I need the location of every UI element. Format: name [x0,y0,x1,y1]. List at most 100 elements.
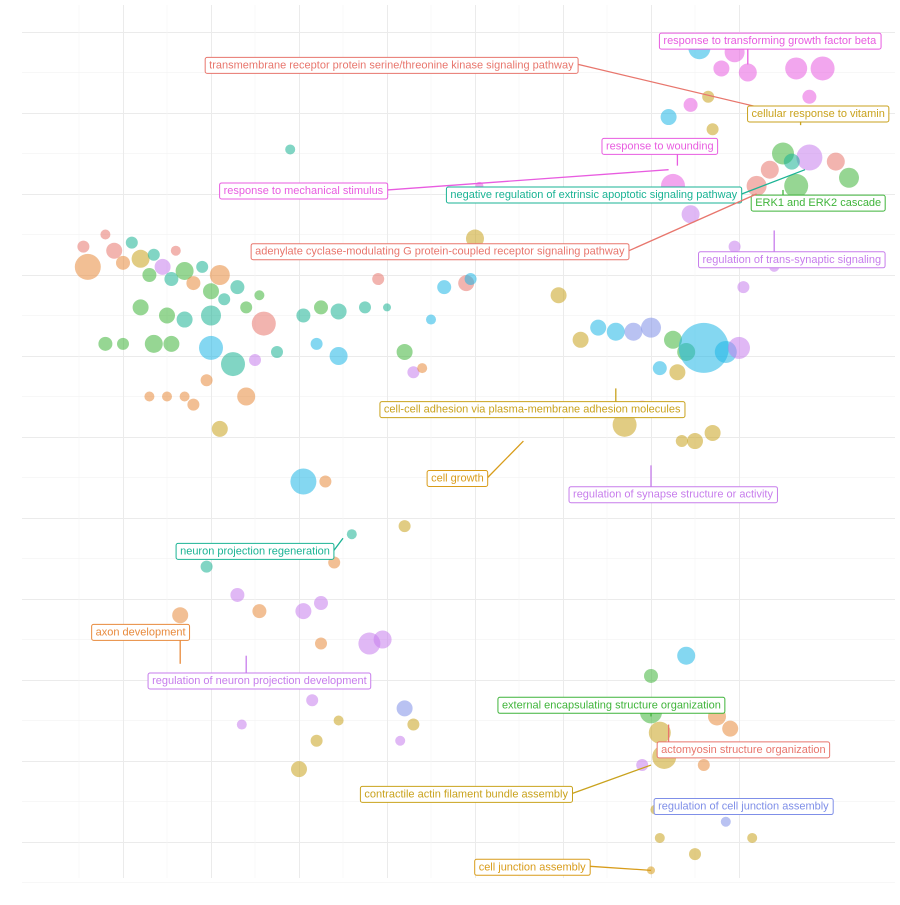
label-text: adenylate cyclase-modulating G protein-c… [255,246,625,258]
data-point [697,759,710,772]
data-point [314,596,328,611]
data-point [612,412,637,437]
data-point [236,719,247,730]
label-text: cell-cell adhesion via plasma-membrane a… [384,404,681,416]
data-point [550,287,567,304]
label-text: regulation of synapse structure or activ… [573,489,773,501]
label-text: transmembrane receptor protein serine/th… [209,59,574,71]
data-point [783,153,800,170]
label-box [656,741,831,759]
data-point [802,89,817,104]
label-box [445,186,743,204]
data-point [681,205,700,224]
point-labels: response to transforming growth factor b… [91,32,890,876]
label-text: regulation of neuron projection developm… [152,675,367,687]
point-label: regulation of cell junction assembly [653,798,834,816]
data-point [254,290,265,301]
data-point [116,255,130,270]
data-point [142,268,157,282]
data-point [636,759,649,772]
point-label: cell junction assembly [474,858,652,876]
label-box [426,470,489,487]
data-point [186,276,201,291]
data-point [209,265,230,285]
data-point [249,354,261,367]
data-point [590,319,607,336]
label-box [359,785,573,803]
point-label: regulation of synapse structure or activ… [568,465,778,504]
data-point [117,337,129,350]
data-point [796,144,823,171]
point-label: response to transforming growth factor b… [658,32,882,65]
data-point [164,272,179,287]
data-point [200,560,213,573]
data-point [154,258,171,275]
data-point [319,475,332,488]
point-label: axon development [91,623,191,664]
data-point [314,300,328,315]
data-point [333,715,344,726]
data-point [230,280,245,295]
data-point [660,109,677,126]
data-point [203,283,219,300]
label-box [175,542,335,560]
label-box [658,32,882,50]
data-point [329,347,348,365]
data-point [407,366,420,379]
data-point [641,317,661,338]
label-box [379,401,686,419]
label-box [568,486,778,504]
data-point [624,322,643,341]
data-point [252,604,267,619]
data-point [159,307,175,324]
data-point [310,337,323,350]
data-point [738,63,757,82]
data-point [106,242,123,259]
data-point [669,364,686,381]
point-label: response to mechanical stimulus [219,169,669,200]
data-point [417,363,428,374]
label-text: cell growth [431,473,484,485]
point-label: neuron projection regeneration [175,537,344,560]
label-box [91,623,191,641]
label-text: neuron projection regeneration [180,545,330,557]
label-box [474,858,591,876]
point-label: adenylate cyclase-modulating G protein-c… [250,193,757,261]
data-point [100,229,111,240]
label-text: response to wounding [606,140,714,152]
label-text: external encapsulating structure organiz… [502,699,721,711]
data-point [746,175,767,196]
point-label: external encapsulating structure organiz… [497,696,726,717]
data-point [372,273,385,286]
data-point [170,245,181,256]
data-point [290,468,317,495]
data-point [98,336,113,351]
point-label: cellular response to vitamin [747,105,890,126]
data-point [728,240,741,253]
data-point [200,374,213,387]
point-label: ERK1 and ERK2 cascade [750,189,886,212]
point-label: cell-cell adhesion via plasma-membrane a… [379,388,686,419]
label-box [219,182,389,200]
data-point [396,343,413,360]
data-point [720,816,731,827]
data-point [163,335,180,352]
data-point [652,361,667,376]
data-point [230,587,245,602]
point-label: transmembrane receptor protein serine/th… [204,56,784,114]
label-text: regulation of trans-synaptic signaling [703,254,882,266]
data-point [683,97,698,112]
data-point [784,173,809,198]
data-point [737,281,750,294]
data-point [760,160,779,179]
data-point [251,311,276,336]
data-point [675,435,688,448]
data-point [826,152,845,171]
label-leader-line [741,169,806,195]
point-label: response to wounding [601,137,719,166]
label-text: ERK1 and ERK2 cascade [755,197,881,209]
label-text: axon development [96,626,186,638]
data-point [221,352,245,377]
label-leader-line [333,537,344,551]
label-box [601,137,719,155]
